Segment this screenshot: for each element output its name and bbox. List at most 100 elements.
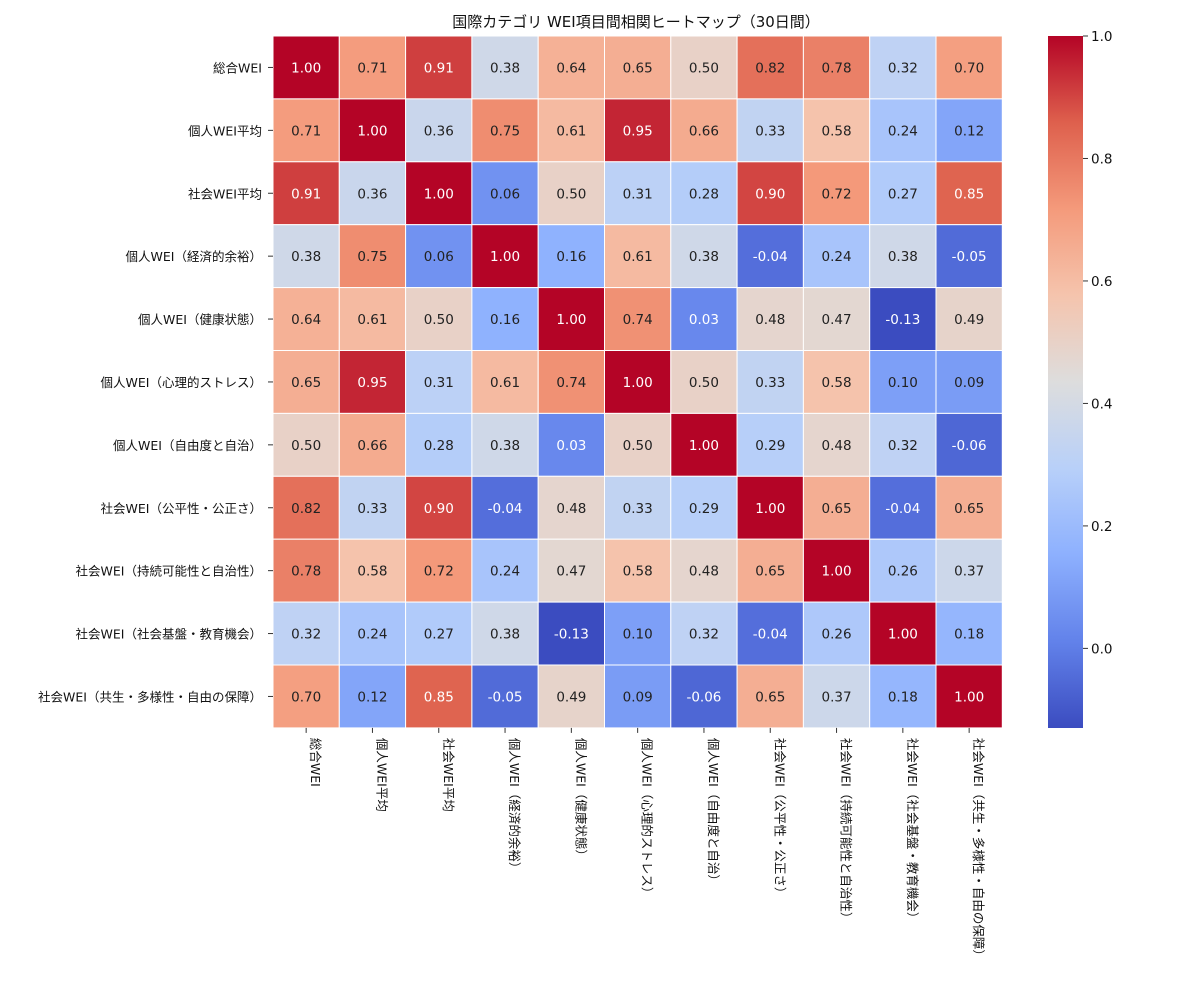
heatmap-cell — [935, 161, 1003, 226]
cell-value-label: 1.00 — [291, 60, 321, 76]
heatmap-cell — [604, 35, 672, 100]
x-tick-label: 個人WEI平均 — [374, 738, 389, 812]
colorbar-tick-label: 0.0 — [1091, 641, 1112, 657]
y-tick-label: 社会WEI平均 — [188, 186, 262, 201]
heatmap-cell — [471, 224, 539, 289]
cell-value-label: 0.26 — [822, 627, 852, 643]
colorbar-tick-label: 0.2 — [1091, 519, 1112, 535]
cell-value-label: 0.90 — [755, 186, 785, 202]
cell-value-label: 1.00 — [556, 312, 586, 328]
cell-value-label: 0.38 — [888, 249, 918, 265]
y-tick-label: 個人WEI平均 — [188, 123, 262, 138]
heatmap-cell — [338, 35, 407, 100]
cell-value-label: 0.32 — [689, 627, 719, 643]
heatmap-cell — [405, 664, 473, 729]
cell-value-label: -0.04 — [488, 501, 523, 517]
heatmap-cell — [604, 412, 672, 477]
cell-value-label: 0.33 — [755, 123, 785, 139]
heatmap-cell — [869, 538, 937, 603]
cell-value-label: -0.04 — [753, 627, 788, 643]
cell-value-label: 0.61 — [357, 312, 387, 328]
heatmap-cell — [471, 350, 539, 414]
heatmap-cell — [802, 224, 871, 289]
cell-value-label: 0.72 — [822, 186, 852, 202]
cell-value-label: 1.00 — [490, 249, 520, 265]
heatmap-cell — [670, 412, 738, 477]
cell-value-label: 0.33 — [623, 501, 653, 517]
cell-value-label: 0.38 — [689, 249, 719, 265]
y-tick-label: 総合WEI — [213, 60, 262, 75]
cell-value-label: 0.75 — [357, 249, 387, 265]
cell-value-label: 0.90 — [424, 501, 454, 517]
cell-value-label: 0.70 — [291, 689, 321, 705]
x-tick-label: 個人WEI（経済的余裕） — [507, 738, 522, 874]
cell-value-label: 1.00 — [822, 564, 852, 580]
cell-value-label: -0.13 — [885, 312, 920, 328]
cell-value-label: 0.61 — [623, 249, 653, 265]
heatmap-cell — [670, 538, 738, 603]
x-tick-label: 総合WEI — [308, 738, 323, 787]
cell-value-label: 1.00 — [424, 186, 454, 202]
cell-value-label: 0.16 — [556, 249, 586, 265]
heatmap-cell — [471, 35, 539, 100]
cell-value-label: 0.18 — [954, 627, 984, 643]
heatmap-cell — [670, 224, 738, 289]
heatmap-cell — [604, 350, 672, 414]
heatmap-cell — [869, 287, 937, 352]
cell-value-label: 0.26 — [888, 564, 918, 580]
cell-value-label: 1.00 — [755, 501, 785, 517]
heatmap-cell — [537, 224, 606, 289]
heatmap-cell — [935, 412, 1003, 477]
cell-value-label: 1.00 — [954, 689, 984, 705]
cell-value-label: 0.75 — [490, 123, 520, 139]
cell-value-label: 0.65 — [755, 689, 785, 705]
x-tick-label: 社会WEI平均 — [441, 738, 456, 812]
colorbar-tick-label: 0.8 — [1091, 151, 1112, 167]
heatmap-cell — [935, 287, 1003, 352]
heatmap-cell — [272, 350, 340, 414]
colorbar-tick-label: 1.0 — [1091, 29, 1112, 45]
x-axis-labels: 総合WEI 個人WEI平均 社会WEI平均 個人WEI（経済的余裕） 個人WEI（健康状… — [305, 727, 986, 962]
heatmap-cell — [471, 287, 539, 352]
heatmap-cell — [405, 224, 473, 289]
cell-value-label: 0.49 — [954, 312, 984, 328]
heatmap-cell — [802, 161, 871, 226]
cell-value-label: 0.33 — [755, 375, 785, 391]
cell-value-label: 0.28 — [424, 438, 454, 454]
heatmap-cell — [338, 287, 407, 352]
cell-value-label: 0.24 — [822, 249, 852, 265]
cell-value-label: 0.50 — [424, 312, 454, 328]
heatmap-cell — [935, 538, 1003, 603]
cell-value-label: 0.50 — [291, 438, 321, 454]
heatmap-cell — [736, 412, 804, 477]
cell-value-label: 0.61 — [556, 123, 586, 139]
cell-value-label: 1.00 — [357, 123, 387, 139]
cell-value-label: -0.05 — [952, 249, 987, 265]
cell-value-label: 0.65 — [755, 564, 785, 580]
cell-value-label: 0.58 — [357, 564, 387, 580]
cell-value-label: 0.50 — [689, 60, 719, 76]
cell-value-label: 0.12 — [954, 123, 984, 139]
heatmap-cell — [736, 538, 804, 603]
heatmap-cell — [736, 98, 804, 163]
heatmap-cell — [338, 475, 407, 540]
cell-value-label: 0.31 — [424, 375, 454, 391]
cell-value-label: 0.65 — [291, 375, 321, 391]
cell-value-label: 0.37 — [954, 564, 984, 580]
cell-value-label: 0.29 — [689, 501, 719, 517]
cell-value-label: 0.58 — [623, 564, 653, 580]
cell-value-label: 0.78 — [822, 60, 852, 76]
heatmap-cell — [471, 412, 539, 477]
heatmap-cell — [935, 350, 1003, 414]
y-tick-label: 個人WEI（心理的ストレス） — [101, 375, 262, 390]
heatmap-cell — [802, 350, 871, 414]
cell-value-label: 0.32 — [291, 627, 321, 643]
heatmap-cells: 1.00 0.71 0.91 0.38 0.64 0.65 0.50 0.82 0.78 0.32… — [272, 35, 1003, 729]
cell-value-label: 0.24 — [357, 627, 387, 643]
cell-value-label: 0.32 — [888, 60, 918, 76]
heatmap-cell — [405, 98, 473, 163]
cell-value-label: 0.95 — [623, 123, 653, 139]
cell-value-label: 0.65 — [623, 60, 653, 76]
heatmap-cell — [604, 475, 672, 540]
